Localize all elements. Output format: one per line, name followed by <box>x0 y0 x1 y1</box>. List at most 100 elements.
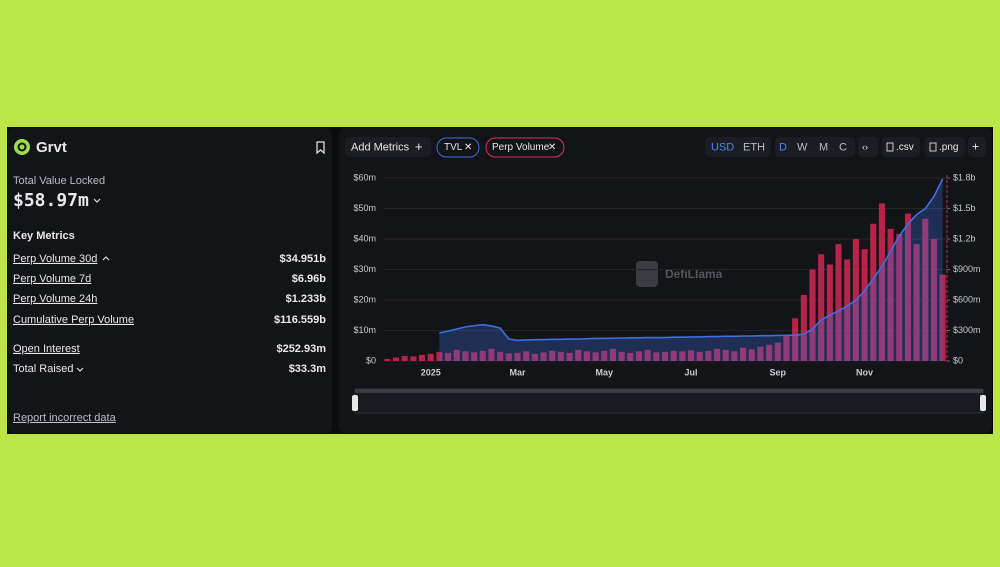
bar <box>714 348 721 361</box>
bar <box>835 244 842 361</box>
close-icon[interactable]: ✕ <box>464 142 472 153</box>
bar <box>462 351 469 361</box>
y-tick-label: $0 <box>366 355 376 365</box>
tvl-value[interactable]: $58.97m <box>13 190 89 211</box>
logo <box>14 139 30 155</box>
bar <box>792 318 799 361</box>
bar <box>419 354 426 361</box>
plus-icon: + <box>415 139 423 154</box>
currency-option[interactable]: USD <box>711 141 734 153</box>
close-icon[interactable]: ✕ <box>548 142 556 153</box>
tvl-chip[interactable] <box>436 137 480 158</box>
metric-value: $1.233b <box>286 293 327 305</box>
metric-label[interactable]: Perp Volume 30d <box>13 253 97 265</box>
embed-button[interactable] <box>858 137 878 157</box>
metric-label[interactable]: Perp Volume 24h <box>13 293 97 305</box>
more-button[interactable] <box>968 137 986 157</box>
bar <box>722 349 729 361</box>
metric-label[interactable]: Cumulative Perp Volume <box>13 314 134 326</box>
x-tick-label: Mar <box>509 367 526 377</box>
bar <box>609 348 616 361</box>
interval-option[interactable]: M <box>819 141 828 153</box>
bar <box>687 350 695 361</box>
bar <box>384 358 391 361</box>
line-area <box>439 178 943 361</box>
bar <box>479 350 486 361</box>
bar <box>826 264 833 361</box>
x-tick-label: 2025 <box>421 367 441 377</box>
bar <box>670 350 677 361</box>
csv-label[interactable]: .csv <box>896 142 914 153</box>
bar <box>696 351 703 361</box>
bar <box>757 346 764 361</box>
watermark: DefiLlama <box>665 267 723 281</box>
bar <box>748 349 755 361</box>
bar <box>540 352 547 361</box>
bar <box>471 352 478 361</box>
png-label[interactable]: .png <box>939 142 958 153</box>
bar <box>410 356 417 361</box>
bar <box>818 254 825 361</box>
embed-icon: ‹› <box>862 142 868 152</box>
bar <box>497 351 504 361</box>
x-tick-label: Nov <box>856 367 873 377</box>
y-tick-label: $10m <box>353 325 376 335</box>
bar <box>592 352 599 361</box>
file-icon <box>886 142 894 152</box>
metric-label[interactable]: Perp Volume 7d <box>13 273 91 285</box>
interval-toggle <box>775 137 855 157</box>
perp-chip[interactable] <box>485 137 565 158</box>
tvl-label: Total Value Locked <box>13 175 105 187</box>
bar <box>401 355 408 361</box>
y2-tick-label: $600m <box>953 294 981 304</box>
interval-option[interactable]: C <box>839 141 847 153</box>
csv-button[interactable] <box>882 137 920 157</box>
png-button[interactable] <box>925 137 965 157</box>
bar <box>809 269 816 361</box>
bar <box>531 353 538 361</box>
metric-value: $33.3m <box>289 363 327 375</box>
bar <box>453 349 460 361</box>
bar <box>427 353 434 361</box>
add-metrics-label[interactable]: Add Metrics <box>351 141 410 153</box>
bar <box>575 349 582 361</box>
bar <box>740 347 747 361</box>
y-tick-label: $40m <box>353 233 376 243</box>
metric-value: $6.96b <box>292 273 327 285</box>
protocol-name: Grvt <box>36 139 67 156</box>
range-handle[interactable] <box>980 395 986 411</box>
bar <box>549 350 556 361</box>
interval-option[interactable]: W <box>797 141 808 153</box>
add-metrics-button[interactable] <box>345 137 431 157</box>
range-handle[interactable] <box>352 395 358 411</box>
tvl-chip-label[interactable]: TVL <box>444 142 463 153</box>
metric-label[interactable]: Open Interest <box>13 343 80 355</box>
report-link[interactable]: Report incorrect data <box>13 412 117 424</box>
bar <box>896 233 903 361</box>
bar <box>939 274 946 361</box>
y2-tick-label: $1.8b <box>953 172 976 182</box>
currency-option[interactable]: ETH <box>743 141 765 153</box>
bar <box>661 351 669 361</box>
x-tick-label: May <box>596 367 614 377</box>
bar <box>392 357 400 361</box>
line <box>439 178 944 342</box>
bar <box>601 350 608 361</box>
bar <box>679 351 686 361</box>
bar <box>705 350 712 361</box>
bookmark[interactable] <box>316 141 325 155</box>
bar <box>766 344 773 361</box>
y2-tick-label: $1.2b <box>953 233 976 243</box>
perp-chip-label[interactable]: Perp Volume <box>492 142 550 153</box>
bar <box>904 213 911 361</box>
bar <box>566 352 573 361</box>
currency-toggle <box>705 137 771 157</box>
bar <box>800 294 807 361</box>
range-bar[interactable] <box>355 389 983 393</box>
bar <box>844 259 851 361</box>
interval-option[interactable]: D <box>779 141 787 153</box>
y2-tick-label: $1.5b <box>953 203 976 213</box>
bar <box>505 353 512 361</box>
metric-label[interactable]: Total Raised <box>13 363 74 375</box>
bar <box>878 203 885 361</box>
